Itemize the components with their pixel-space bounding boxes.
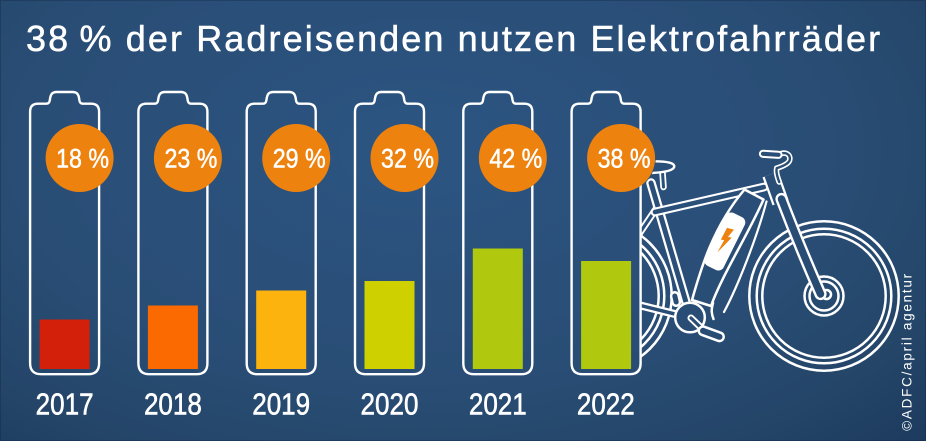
svg-text:42 %: 42 % — [489, 144, 542, 174]
svg-text:32 %: 32 % — [381, 144, 434, 174]
svg-text:18 %: 18 % — [56, 144, 109, 174]
svg-text:38 % der Radreisenden nutzen E: 38 % der Radreisenden nutzen Elektrofahr… — [26, 18, 882, 59]
svg-text:29 %: 29 % — [273, 144, 326, 174]
svg-text:2018: 2018 — [144, 387, 202, 422]
svg-text:©ADFC/april agentur: ©ADFC/april agentur — [900, 272, 915, 431]
svg-text:38 %: 38 % — [598, 144, 651, 174]
svg-text:23 %: 23 % — [164, 144, 217, 174]
svg-text:2021: 2021 — [469, 387, 527, 422]
svg-text:2020: 2020 — [361, 387, 419, 422]
svg-text:2022: 2022 — [577, 387, 635, 422]
svg-text:2019: 2019 — [252, 387, 310, 422]
svg-text:2017: 2017 — [36, 387, 94, 422]
